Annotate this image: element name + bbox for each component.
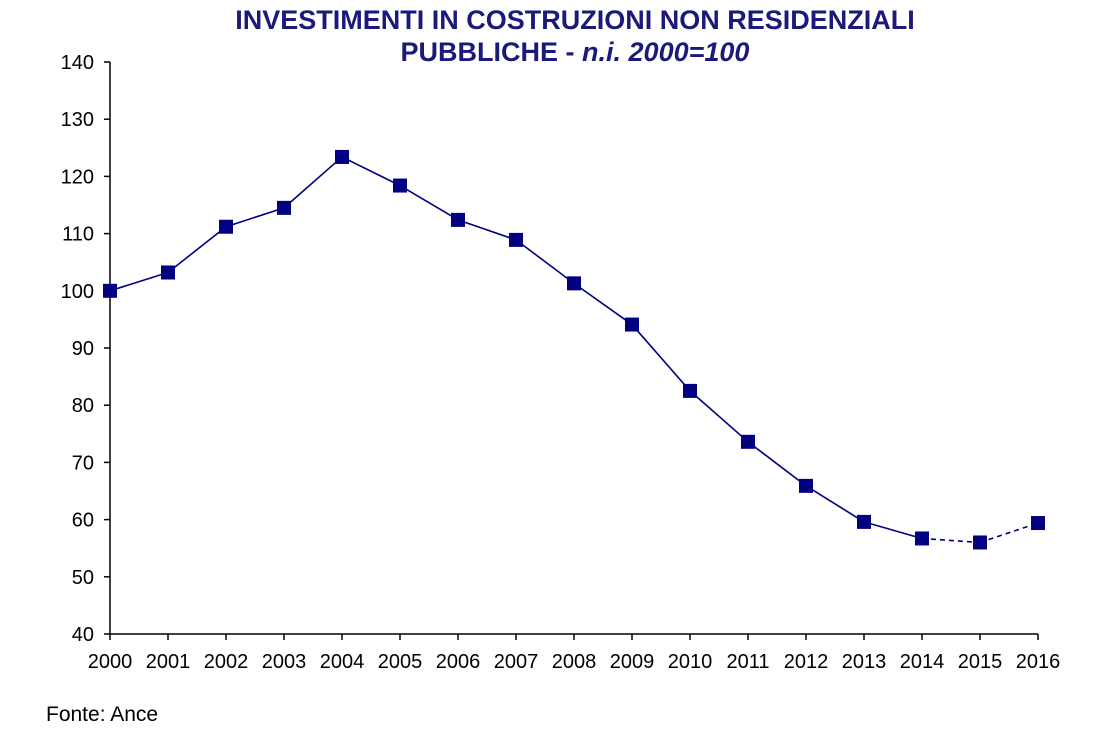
- x-tick-label-2003: 2003: [262, 651, 307, 673]
- series-segment-2001-2002: [167, 226, 227, 274]
- x-tick-label-2002: 2002: [204, 651, 249, 673]
- chart-title-line2: PUBBLICHE - n.i. 2000=100: [0, 36, 1110, 68]
- chart-title-line2-plain: PUBBLICHE -: [400, 37, 583, 67]
- data-point-2001: [161, 265, 175, 280]
- data-point-2009: [625, 317, 639, 332]
- series-segment-2006-2007: [457, 219, 517, 241]
- data-point-2005: [393, 178, 407, 193]
- series-segment-2009-2010: [631, 324, 691, 392]
- y-tick-label-120: 120: [61, 166, 94, 188]
- series-segment-2011-2012: [747, 441, 807, 487]
- x-tick-label-2012: 2012: [784, 651, 829, 673]
- series-segment-2013-2014: [863, 521, 923, 540]
- chart-title-line2-italic: n.i. 2000=100: [582, 37, 750, 67]
- x-tick-label-2016: 2016: [1016, 651, 1061, 673]
- y-tick-label-60: 60: [72, 510, 94, 532]
- y-tick-label-130: 130: [61, 109, 94, 131]
- x-tick-label-2008: 2008: [552, 651, 597, 673]
- y-tick-label-40: 40: [72, 624, 94, 646]
- data-point-2006: [451, 212, 465, 227]
- y-tick-label-100: 100: [61, 281, 94, 303]
- source-note: Fonte: Ance: [46, 703, 159, 726]
- data-point-2012: [799, 478, 813, 493]
- chart-title: INVESTIMENTI IN COSTRUZIONI NON RESIDENZ…: [0, 4, 1110, 68]
- series-segment-2010-2011: [689, 390, 749, 443]
- data-point-2002: [219, 219, 233, 234]
- line-chart: 40 50 60 70 80 90 100 110 120 130 140 2000 2001 2002 2…: [61, 52, 1061, 673]
- series-layer: [103, 149, 1045, 550]
- series-segment-2000-2001: [109, 271, 169, 292]
- data-point-2014: [915, 531, 929, 546]
- x-tick-label-2000: 2000: [88, 651, 133, 673]
- x-tick-label-2014: 2014: [900, 651, 945, 673]
- data-point-2004: [335, 149, 349, 164]
- y-tick-label-70: 70: [72, 452, 94, 474]
- data-point-2015: [973, 535, 987, 550]
- y-tick-label-80: 80: [72, 395, 94, 417]
- series-segment-2003-2004: [283, 156, 343, 209]
- y-tick-label-140: 140: [61, 52, 94, 74]
- data-point-2008: [567, 276, 581, 291]
- data-point-2016: [1031, 516, 1045, 531]
- axes: 40 50 60 70 80 90 100 110 120 130 140 2000 2001 2002 2…: [61, 52, 1061, 673]
- series-segment-2005-2006: [399, 184, 459, 221]
- y-tick-label-110: 110: [62, 224, 94, 246]
- data-point-2011: [741, 434, 755, 449]
- series-segment-2007-2008: [515, 239, 575, 285]
- x-tick-label-2004: 2004: [320, 651, 365, 673]
- series-segment-2004-2005: [341, 156, 401, 187]
- x-tick-label-2010: 2010: [668, 651, 713, 673]
- x-tick-label-2009: 2009: [610, 651, 655, 673]
- x-tick-label-2011: 2011: [726, 651, 769, 673]
- series-segment-2012-2013: [805, 485, 865, 523]
- x-tick-label-2006: 2006: [436, 651, 481, 673]
- series-segment-2008-2009: [573, 282, 633, 326]
- y-tick-label-50: 50: [72, 567, 94, 589]
- series-segment-2015-2016: [979, 522, 1039, 544]
- series-segment-2014-2015: [921, 537, 981, 544]
- y-tick-label-90: 90: [72, 338, 94, 360]
- x-tick-label-2005: 2005: [378, 651, 423, 673]
- x-tick-label-2001: 2001: [146, 651, 191, 673]
- data-point-2013: [857, 514, 871, 529]
- data-point-2007: [509, 232, 523, 247]
- data-point-2010: [683, 383, 697, 398]
- data-point-2000: [103, 283, 117, 298]
- x-tick-label-2015: 2015: [958, 651, 1003, 673]
- x-tick-label-2007: 2007: [494, 651, 539, 673]
- chart-title-line1: INVESTIMENTI IN COSTRUZIONI NON RESIDENZ…: [235, 5, 915, 35]
- data-point-2003: [277, 200, 291, 215]
- series-segment-2002-2003: [225, 207, 285, 228]
- x-tick-label-2013: 2013: [842, 651, 887, 673]
